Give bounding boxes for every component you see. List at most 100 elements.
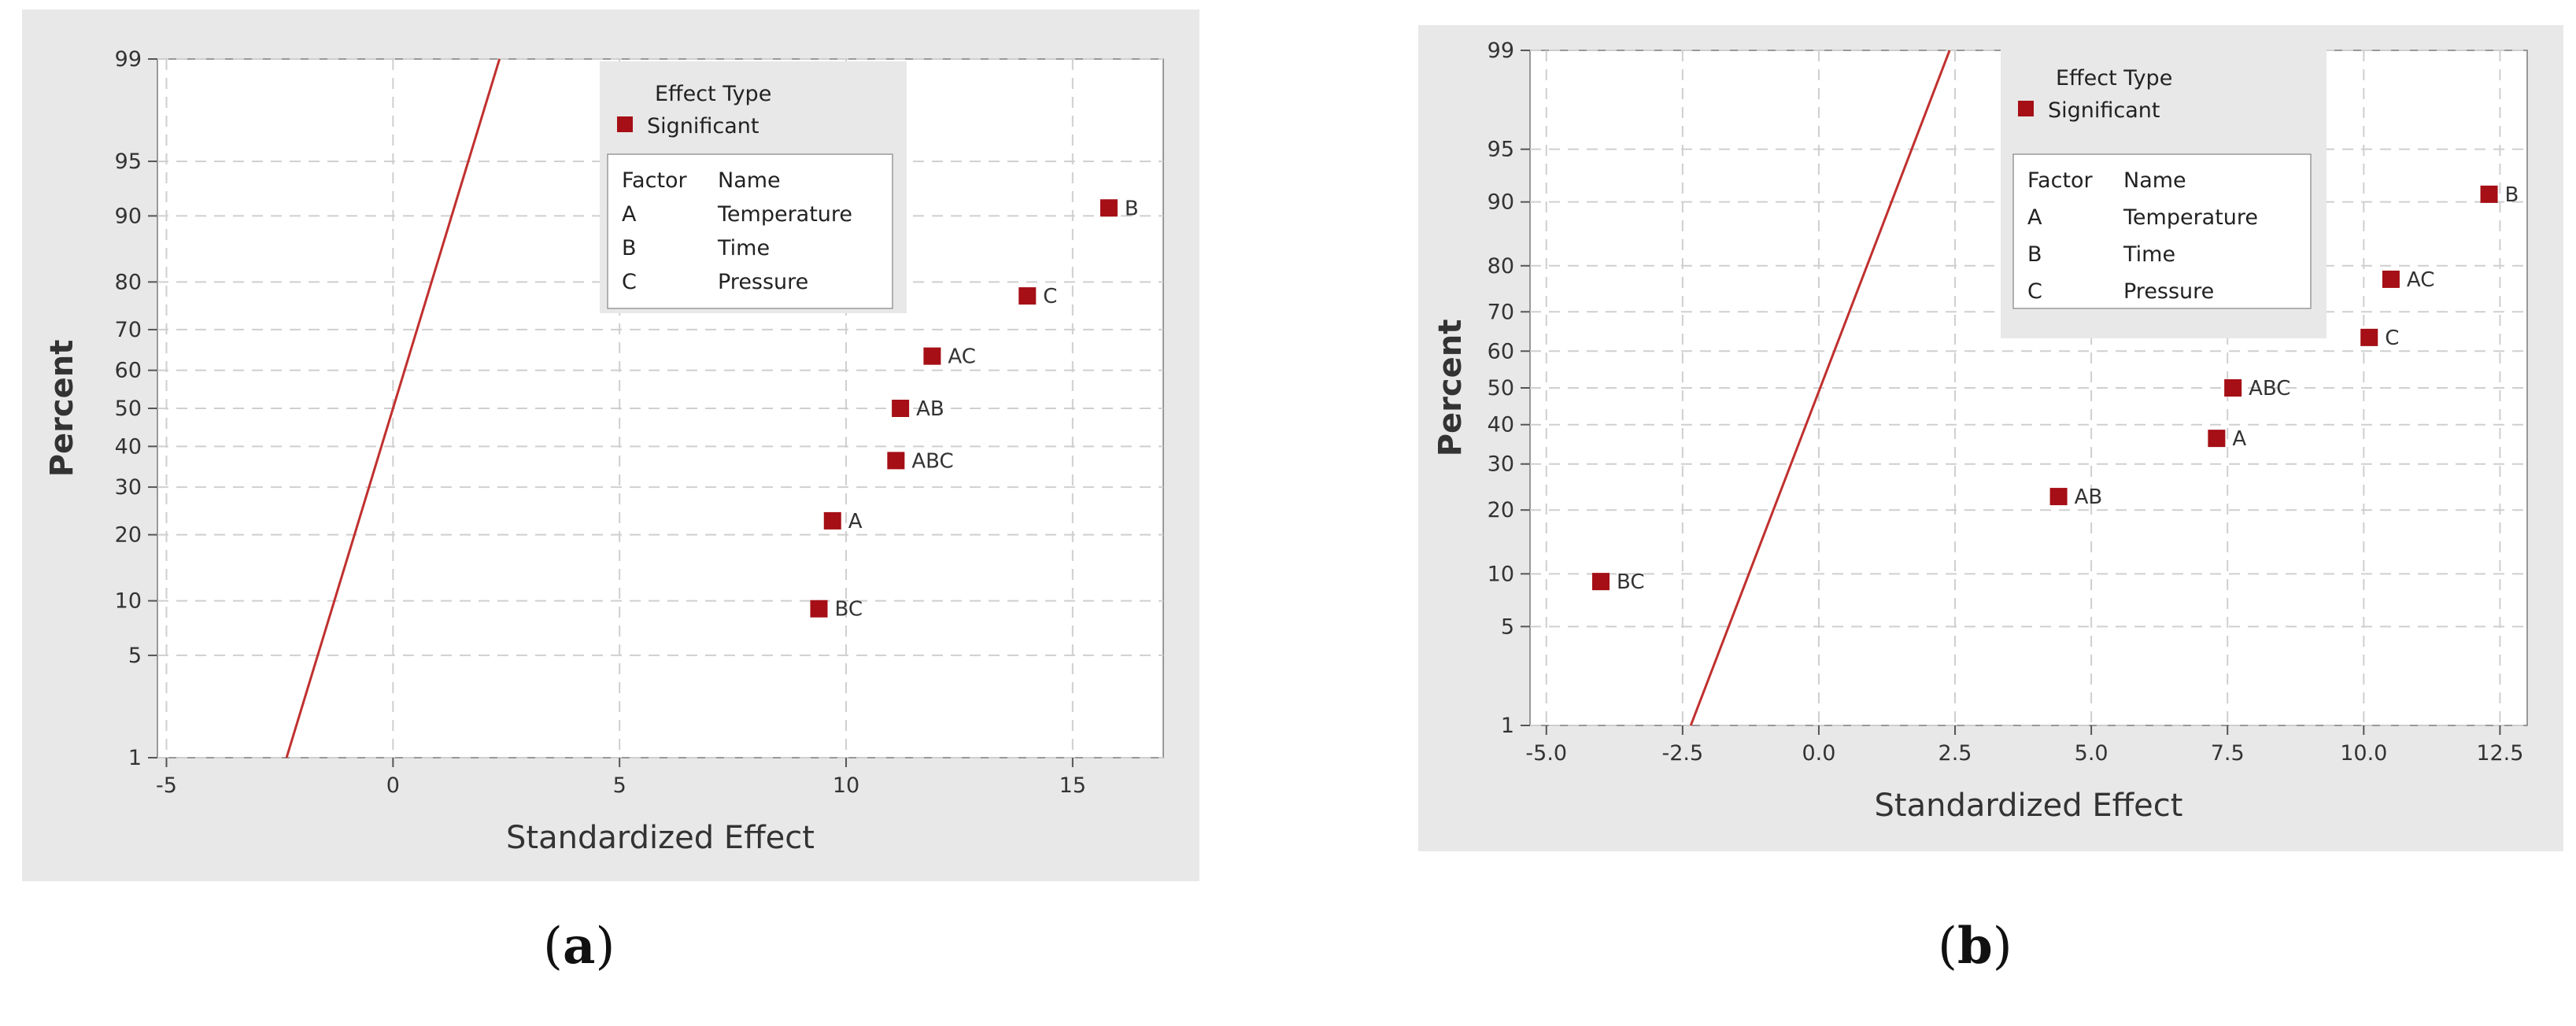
y-tick-label: 99 bbox=[1488, 39, 1514, 63]
legend: Effect Type Significant Factor Name A Tempera… bbox=[600, 61, 907, 313]
factor-table-header: Factor bbox=[622, 168, 688, 193]
factor-name: Time bbox=[717, 236, 770, 260]
data-point bbox=[810, 600, 828, 618]
legend-title: Effect Type bbox=[655, 82, 771, 106]
factor-name: Time bbox=[2123, 242, 2175, 267]
legend-entry: Significant bbox=[2048, 98, 2160, 123]
data-point-label: AB bbox=[2075, 485, 2103, 509]
data-point bbox=[1018, 287, 1037, 305]
normal-plot-a: -5 0 5 10 15151020304050607080909599Standard… bbox=[22, 9, 1199, 881]
y-tick-label: 40 bbox=[115, 434, 142, 459]
name-table-header: Name bbox=[718, 168, 781, 193]
reference-line bbox=[1689, 50, 1951, 726]
factor-code: B bbox=[2027, 242, 2042, 267]
data-point bbox=[1100, 199, 1118, 217]
factor-name: Temperature bbox=[2123, 205, 2258, 230]
factor-code: A bbox=[622, 202, 637, 227]
factor-code: C bbox=[622, 270, 637, 294]
factor-code: A bbox=[2027, 205, 2042, 230]
x-tick-label: 10 bbox=[833, 773, 859, 798]
legend-title: Effect Type bbox=[2056, 66, 2172, 90]
legend: Effect Type Significant Factor Name A Tempera… bbox=[2001, 46, 2327, 338]
chart-panel-b: -5.0 -2.5 0.0 2.5 5.0 7.5 10.0 12.5 1 5 10 20 30 40 50… bbox=[1409, 0, 2576, 1026]
y-tick-label: 50 bbox=[1488, 376, 1514, 400]
data-point-label: A bbox=[2232, 427, 2246, 451]
data-point bbox=[2224, 379, 2242, 397]
data-point bbox=[2382, 270, 2400, 288]
data-point bbox=[2360, 328, 2378, 346]
data-point-label: AC bbox=[948, 345, 975, 369]
panel-caption-b: (b) bbox=[1938, 917, 2012, 976]
factor-name: Temperature bbox=[717, 202, 852, 227]
y-axis-label: Percent bbox=[44, 340, 80, 478]
x-tick-label: 2.5 bbox=[1938, 741, 1972, 766]
reference-line bbox=[285, 58, 501, 758]
chart-panel-a: -5 0 5 10 15 1 5 10 20 30 40 50 60 70 80 90 95 99 Standard… bbox=[0, 0, 1216, 1026]
legend-marker bbox=[617, 116, 633, 132]
data-point-label: BC bbox=[1617, 570, 1645, 594]
panel-label-a: a bbox=[562, 917, 596, 976]
name-table-header: Name bbox=[2123, 168, 2186, 193]
data-point-label: B bbox=[1125, 197, 1139, 220]
data-point-label: AC bbox=[2407, 268, 2434, 292]
y-tick-label: 5 bbox=[128, 644, 142, 668]
y-tick-label: 80 bbox=[1488, 254, 1514, 279]
data-point-label: ABC bbox=[911, 449, 953, 473]
y-tick-label: 5 bbox=[1501, 614, 1514, 639]
data-point-label: AB bbox=[916, 397, 944, 421]
data-point-label: C bbox=[1043, 285, 1057, 308]
x-axis-label: Standardized Effect bbox=[506, 820, 815, 856]
factor-code: C bbox=[2027, 279, 2042, 304]
factor-name: Pressure bbox=[2123, 279, 2214, 304]
y-tick-label: 95 bbox=[1488, 138, 1514, 162]
y-tick-label: 70 bbox=[115, 318, 142, 342]
factor-code: B bbox=[622, 236, 637, 260]
gridlines bbox=[157, 58, 1163, 758]
data-point bbox=[1592, 573, 1610, 591]
data-point-label: B bbox=[2505, 183, 2519, 207]
y-tick-label: 10 bbox=[115, 589, 142, 614]
y-tick-label: 10 bbox=[1488, 562, 1514, 586]
factor-table bbox=[607, 153, 893, 309]
y-tick-label: 30 bbox=[1488, 452, 1514, 477]
x-tick-label: 15 bbox=[1059, 773, 1086, 798]
y-tick-label: 30 bbox=[115, 475, 142, 500]
data-point bbox=[823, 511, 841, 530]
data-point-label: BC bbox=[834, 598, 863, 622]
data-point bbox=[2480, 185, 2498, 203]
x-tick-label: -5 bbox=[156, 773, 177, 798]
x-tick-label: -5.0 bbox=[1525, 741, 1567, 766]
y-tick-label: 20 bbox=[1488, 498, 1514, 522]
y-tick-label: 90 bbox=[1488, 190, 1514, 215]
normal-plot-b: -5.0 -2.5 0.0 2.5 5.0 7.5 10.0 12.5 1 5 10 20 30 40 50… bbox=[1418, 25, 2563, 851]
y-tick-label: 70 bbox=[1488, 300, 1514, 324]
y-tick-label: 50 bbox=[115, 397, 142, 421]
data-point bbox=[887, 452, 905, 470]
x-tick-label: 7.5 bbox=[2211, 741, 2245, 766]
x-tick-label: -2.5 bbox=[1662, 741, 1704, 766]
y-tick-label: 1 bbox=[128, 746, 142, 770]
y-tick-label: 60 bbox=[1488, 339, 1514, 364]
factor-table-header: Factor bbox=[2027, 168, 2094, 193]
legend-entry: Significant bbox=[647, 114, 759, 138]
x-tick-label: 10.0 bbox=[2340, 741, 2387, 766]
data-point-label: ABC bbox=[2249, 377, 2290, 400]
data-point bbox=[892, 400, 910, 417]
data-point bbox=[2208, 430, 2226, 448]
x-tick-label: 0.0 bbox=[1802, 741, 1835, 766]
y-tick-label: 1 bbox=[1501, 714, 1514, 738]
data-point-label: C bbox=[2385, 327, 2399, 350]
x-axis-label: Standardized Effect bbox=[1875, 788, 2183, 824]
panel-caption-a: (a) bbox=[543, 917, 615, 976]
y-tick-label: 40 bbox=[1488, 413, 1514, 437]
data-point-label: A bbox=[848, 510, 863, 533]
y-tick-label: 20 bbox=[115, 523, 142, 548]
y-tick-label: 90 bbox=[115, 204, 142, 228]
x-tick-label: 5.0 bbox=[2075, 741, 2108, 766]
data-point bbox=[2049, 488, 2068, 506]
data-point bbox=[923, 347, 941, 365]
y-tick-label: 80 bbox=[115, 270, 142, 294]
y-tick-label: 99 bbox=[115, 47, 142, 72]
y-axis-label: Percent bbox=[1432, 319, 1469, 457]
